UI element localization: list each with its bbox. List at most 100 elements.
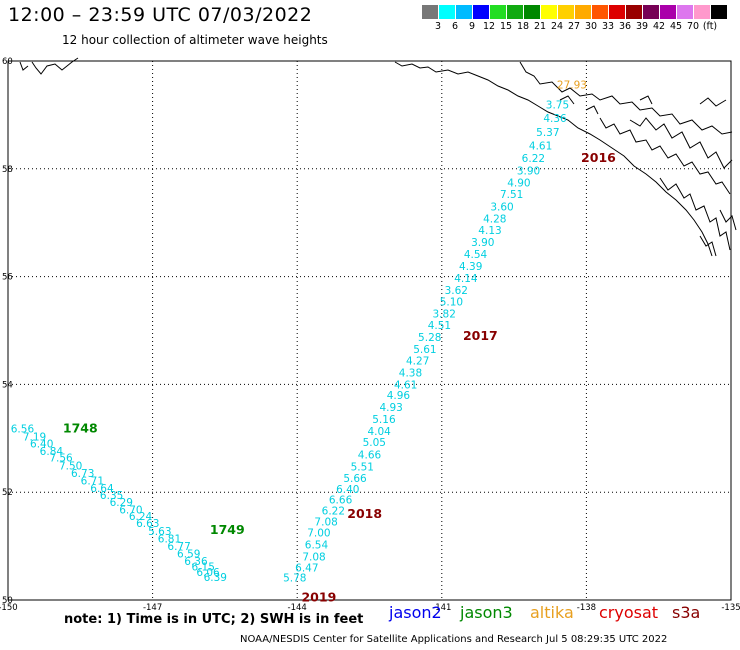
pass-labels: 1748 1749 2016 2017 2018 2019 <box>63 150 616 604</box>
wave-height-value: 4.39 <box>459 261 482 273</box>
legend-swatch <box>456 5 472 19</box>
wave-height-value: 6.54 <box>305 539 329 551</box>
legend-swatch <box>609 5 625 19</box>
wave-height-value: 5.78 <box>283 572 306 584</box>
legend-swatch <box>694 5 710 19</box>
wave-height-value: 6.73 <box>71 468 94 480</box>
legend-label: 21 <box>533 21 547 32</box>
wave-height-value: 6.15 <box>192 562 215 574</box>
wave-height-value: 5.66 <box>343 473 367 485</box>
wave-height-value: 5.61 <box>413 344 436 356</box>
legend-label: 27 <box>567 21 581 32</box>
wave-height-value: 6.66 <box>329 495 353 507</box>
lon-tick-label: -144 <box>288 603 307 613</box>
wave-height-value: 3.62 <box>445 285 468 297</box>
wave-height-value: 4.61 <box>394 379 417 391</box>
legend-swatch <box>541 5 557 19</box>
wave-height-value: 4.90 <box>507 177 530 189</box>
map-frame <box>7 60 732 601</box>
wave-height-value: 6.64 <box>90 483 114 495</box>
axis-tick-labels: 60 58 56 54 52 50-150 -147 -144 -141 -138 -135 <box>0 57 740 613</box>
pass-number-label: 2018 <box>347 506 382 521</box>
satellite-name: jason2 <box>389 603 442 622</box>
wave-height-value: 3.90 <box>517 165 540 177</box>
wave-height-value: 6.24 <box>129 511 153 523</box>
wave-height-value: 3.75 <box>546 100 569 112</box>
wave-height-value: 7.56 <box>49 453 73 465</box>
lat-tick-label: 56 <box>2 273 13 283</box>
lat-tick-label: 60 <box>2 57 13 67</box>
legend-label: 18 <box>516 21 530 32</box>
wave-height-value: 6.63 <box>136 518 159 530</box>
wave-height-value: 6.22 <box>522 153 545 165</box>
satellite-name: cryosat <box>599 603 659 622</box>
legend-label: 9 <box>468 21 476 32</box>
wave-height-value: 4.54 <box>464 249 488 261</box>
wave-height-value: 6.36 <box>184 556 208 568</box>
satellite-name: altika <box>530 603 574 622</box>
pass-number-label: 1749 <box>210 522 245 537</box>
legend-label: 39 <box>635 21 649 32</box>
wave-height-value: 4.27 <box>406 356 429 368</box>
wave-height-value: 6.06 <box>196 567 220 579</box>
wave-height-value: 6.29 <box>110 497 133 509</box>
legend-swatch <box>524 5 540 19</box>
legend-swatch <box>490 5 506 19</box>
wave-height-value: 7.19 <box>23 432 46 444</box>
wave-height-value: 3.60 <box>490 202 513 214</box>
lat-lon-grid <box>7 60 732 601</box>
pass-number-label: 1748 <box>63 421 98 436</box>
wave-height-value: 5.05 <box>363 437 386 449</box>
wave-height-value: 7.00 <box>307 528 330 540</box>
lat-tick-label: 50 <box>2 596 13 606</box>
wave-height-value: 4.96 <box>387 390 411 402</box>
wave-height-value: 7.08 <box>314 516 337 528</box>
legend-label: 12 <box>482 21 496 32</box>
wave-height-value: 6.35 <box>100 490 123 502</box>
wave-height-value: 6.47 <box>295 563 318 575</box>
satellite-name: s3a <box>672 603 701 622</box>
wave-height-value: 5.10 <box>440 296 463 308</box>
satellite-name: jason3 <box>460 603 513 622</box>
legend-label: 45 <box>669 21 683 32</box>
wave-height-value: 3.82 <box>433 308 456 320</box>
lon-tick-label: -135 <box>721 603 740 613</box>
lat-tick-label: 58 <box>2 165 13 175</box>
wave-height-value: 4.61 <box>529 141 552 153</box>
pass-number-label: 2019 <box>301 589 336 604</box>
chart-title: 12:00 – 23:59 UTC 07/03/2022 <box>8 4 313 26</box>
legend-swatch <box>643 5 659 19</box>
wave-height-value: 6.71 <box>81 475 104 487</box>
wave-height-value: 4.51 <box>428 320 451 332</box>
wave-height-value: 5.51 <box>351 461 374 473</box>
legend-swatch <box>592 5 608 19</box>
legend-label: 36 <box>618 21 632 32</box>
pass-number-label: 2017 <box>463 328 498 343</box>
wave-height-value: 6.40 <box>336 484 359 496</box>
legend-swatch <box>711 5 727 19</box>
legend-label: 6 <box>451 21 459 32</box>
wave-height-value: 5.37 <box>536 127 559 139</box>
legend-label: 15 <box>499 21 513 32</box>
legend-swatch <box>507 5 523 19</box>
wave-height-value: 4.28 <box>483 213 506 225</box>
wave-height-value: 6.39 <box>204 572 227 584</box>
credit-line: NOAA/NESDIS Center for Satellite Applica… <box>240 634 668 645</box>
wave-height-value: 6.22 <box>322 506 345 518</box>
coastline <box>19 57 737 257</box>
wave-height-value: 4.93 <box>379 402 402 414</box>
wave-height-value: 4.38 <box>399 368 422 380</box>
wave-height-value: 6.59 <box>177 549 200 561</box>
wave-height-value: 27.93 <box>557 80 587 92</box>
pass-number-label: 2016 <box>581 150 616 165</box>
lon-tick-label: -138 <box>577 603 596 613</box>
legend-unit: (ft) <box>702 21 718 32</box>
legend-label: 33 <box>601 21 615 32</box>
chart-subtitle: 12 hour collection of altimeter wave hei… <box>62 33 328 47</box>
wave-height-value: 6.70 <box>119 504 142 516</box>
legend-swatch <box>575 5 591 19</box>
legend-swatch <box>677 5 693 19</box>
lon-tick-label: -141 <box>432 603 451 613</box>
wave-height-value: 4.04 <box>367 426 391 438</box>
